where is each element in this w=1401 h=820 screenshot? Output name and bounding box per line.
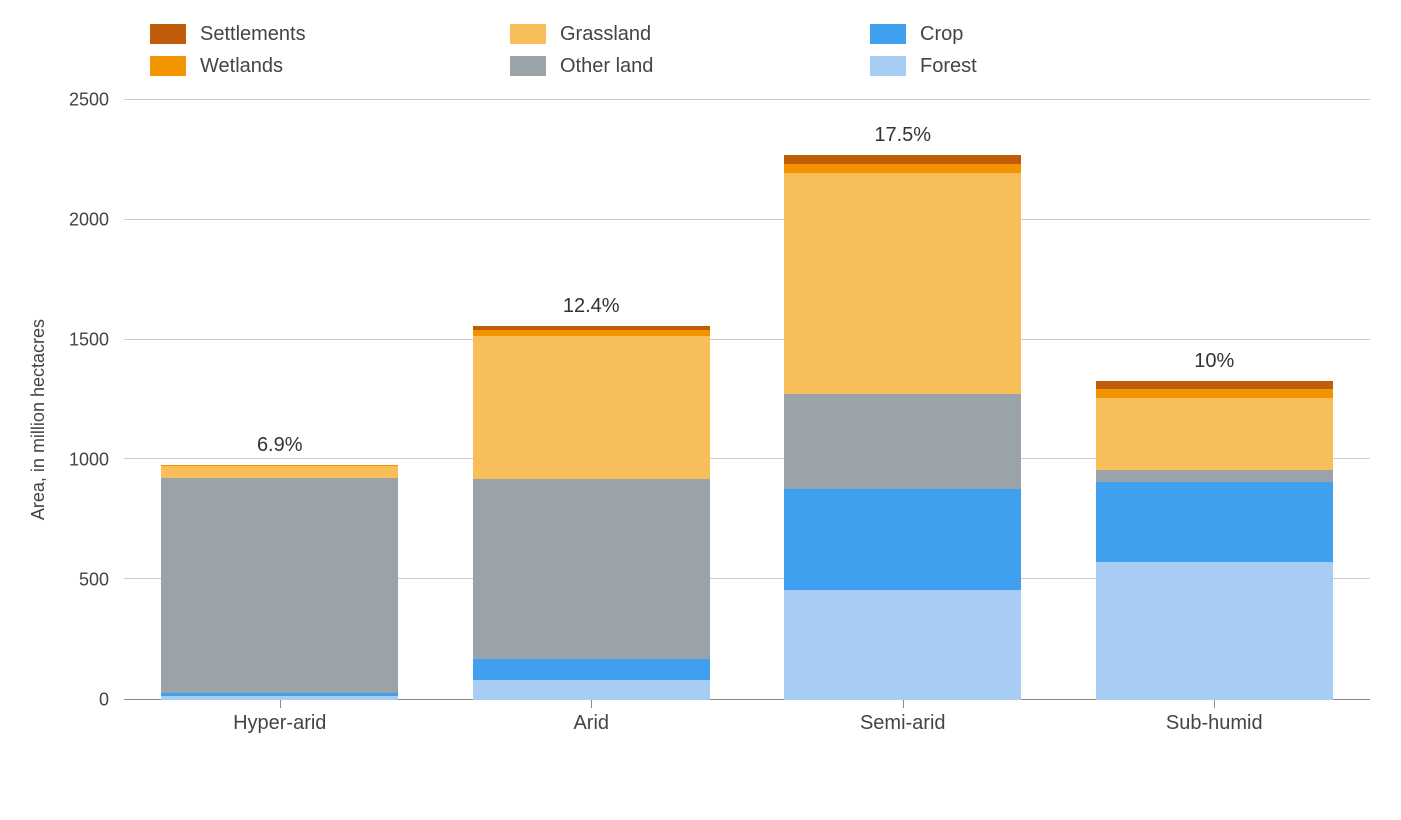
y-tick: 2500 (69, 90, 109, 111)
legend-item-other_land: Other land (510, 52, 830, 80)
y-axis-ticks: 05001000150020002500 (49, 100, 119, 700)
legend-swatch (510, 24, 546, 44)
bar-segment-grassland (161, 466, 398, 478)
x-axis: Hyper-aridAridSemi-aridSub-humid (124, 700, 1370, 740)
bar-slot: 12.4% (436, 100, 748, 700)
legend-label: Wetlands (200, 55, 283, 78)
legend-item-grassland: Grassland (510, 20, 830, 48)
bar-slot: 6.9% (124, 100, 436, 700)
bar-slot: 17.5% (747, 100, 1059, 700)
legend-item-crop: Crop (870, 20, 1190, 48)
y-tick: 2000 (69, 210, 109, 231)
legend-swatch (870, 24, 906, 44)
bar-slot: 10% (1059, 100, 1371, 700)
bar-segment-other_land (161, 478, 398, 693)
x-tick: Semi-arid (747, 700, 1059, 740)
legend-label: Grassland (560, 23, 651, 46)
bar-segment-crop (784, 489, 1021, 590)
legend-swatch (510, 56, 546, 76)
stacked-bar-chart: Settlements Wetlands Grassland Other land Cr… (20, 20, 1380, 800)
y-tick: 1000 (69, 450, 109, 471)
bar-segment-crop (1096, 482, 1333, 562)
bar-top-label: 17.5% (874, 124, 931, 147)
y-tick: 0 (99, 690, 109, 711)
bar-top-label: 12.4% (563, 295, 620, 318)
stacked-bar: 6.9% (161, 100, 398, 700)
bar-segment-grassland (784, 173, 1021, 394)
y-axis-label: Area, in million hectacres (20, 319, 49, 520)
bar-top-label: 6.9% (257, 434, 303, 457)
legend-label: Forest (920, 55, 977, 78)
legend-label: Settlements (200, 23, 306, 46)
bar-segment-forest (784, 590, 1021, 700)
legend-swatch (150, 24, 186, 44)
legend-label: Crop (920, 23, 963, 46)
bar-segment-settlements (1096, 381, 1333, 389)
legend: Settlements Wetlands Grassland Other land Cr… (150, 20, 1380, 80)
legend-label: Other land (560, 55, 653, 78)
bar-segment-wetlands (784, 164, 1021, 174)
bar-segment-grassland (1096, 398, 1333, 470)
plot-area: 05001000150020002500 6.9%12.4%17.5%10% H… (49, 100, 1380, 740)
bar-segment-forest (1096, 562, 1333, 700)
x-tick: Sub-humid (1059, 700, 1371, 740)
bar-segment-forest (473, 680, 710, 700)
y-tick: 1500 (69, 330, 109, 351)
bars-area: 6.9% 12.4% 17.5% 10% (124, 100, 1370, 700)
stacked-bar: 10% (1096, 100, 1333, 700)
x-tick: Hyper-arid (124, 700, 436, 740)
legend-item-wetlands: Wetlands (150, 52, 470, 80)
bar-segment-crop (473, 659, 710, 679)
stacked-bar: 12.4% (473, 100, 710, 700)
bar-segment-other_land (784, 394, 1021, 489)
y-tick: 500 (79, 570, 109, 591)
stacked-bar: 17.5% (784, 100, 1021, 700)
bar-segment-other_land (1096, 470, 1333, 482)
x-tick: Arid (436, 700, 748, 740)
legend-item-settlements: Settlements (150, 20, 470, 48)
legend-swatch (150, 56, 186, 76)
bar-segment-grassland (473, 336, 710, 479)
bar-top-label: 10% (1194, 350, 1234, 373)
bar-segment-settlements (784, 155, 1021, 163)
legend-swatch (870, 56, 906, 76)
bar-segment-wetlands (1096, 389, 1333, 397)
legend-item-forest: Forest (870, 52, 1190, 80)
bar-segment-other_land (473, 479, 710, 659)
